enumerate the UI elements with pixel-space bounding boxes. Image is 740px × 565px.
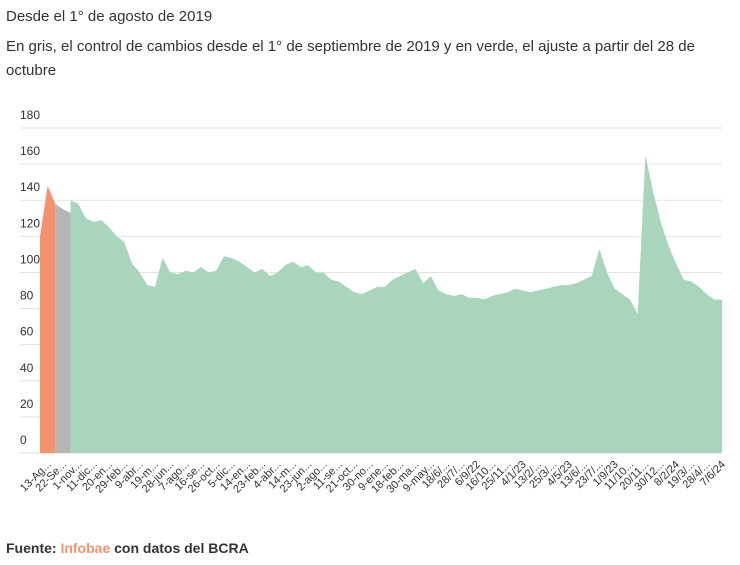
footer-suffix: con datos del BCRA xyxy=(114,540,249,556)
footer: Fuente: Infobae con datos del BCRA xyxy=(6,540,249,556)
y-tick-label: 160 xyxy=(20,144,40,158)
y-tick-label: 120 xyxy=(20,216,40,230)
y-tick-label: 0 xyxy=(20,433,27,447)
y-tick-label: 180 xyxy=(20,108,40,122)
footer-prefix: Fuente: xyxy=(6,540,57,556)
area xyxy=(70,155,723,454)
y-tick-label: 140 xyxy=(20,180,40,194)
y-tick-label: 100 xyxy=(20,252,40,266)
chart: 02040608010012014016018013-Ag...22-Se...… xyxy=(18,108,728,496)
y-tick-label: 80 xyxy=(20,289,34,303)
header: Desde el 1° de agosto de 2019 En gris, e… xyxy=(6,8,731,83)
footer-source: Infobae xyxy=(60,540,111,556)
area xyxy=(55,203,71,453)
chart-title: Desde el 1° de agosto de 2019 xyxy=(6,8,213,25)
y-tick-label: 20 xyxy=(20,397,34,411)
y-tick-label: 60 xyxy=(20,325,34,339)
chart-subtitle: En gris, el control de cambios desde el … xyxy=(6,38,695,79)
area xyxy=(40,185,56,453)
y-tick-label: 40 xyxy=(20,361,34,375)
